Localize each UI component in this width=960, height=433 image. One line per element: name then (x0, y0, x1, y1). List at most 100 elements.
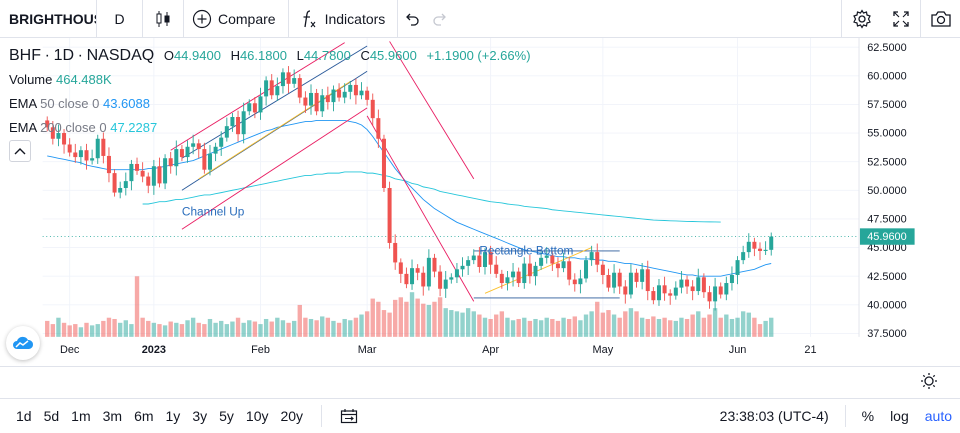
volume-bar (718, 317, 723, 337)
fullscreen-button[interactable] (881, 0, 920, 38)
chart-style-button[interactable] (143, 0, 183, 38)
candle-body (600, 264, 605, 276)
symbol-search[interactable]: BRIGHTHOUSE (9, 10, 96, 27)
volume-bar (381, 310, 387, 337)
range-button-10y[interactable]: 10y (245, 408, 269, 424)
range-button-5y[interactable]: 5y (219, 408, 234, 424)
candle-body (381, 138, 386, 188)
log-scale-toggle[interactable]: log (890, 407, 909, 424)
ema200-value: 47.2287 (110, 120, 158, 135)
range-button-3y[interactable]: 3y (192, 408, 208, 424)
volume-bar (522, 317, 527, 337)
legend-ema50-row: EMA 50 close 0 43.6088 (9, 92, 531, 116)
time-axis[interactable]: Dec 2023 Feb Mar Apr May Jun 21 (60, 344, 817, 356)
candle-body (241, 111, 246, 135)
range-button-1y[interactable]: 1y (165, 408, 181, 424)
candle-body (544, 255, 549, 258)
interval-button[interactable]: D (114, 10, 125, 27)
candle-body (482, 252, 487, 267)
indicators-button[interactable]: Indicators (289, 0, 398, 38)
candle-body (494, 264, 499, 274)
volume-bar (376, 301, 381, 337)
volume-bar (628, 308, 634, 337)
candle-body (67, 144, 72, 153)
volume-bar (538, 320, 544, 337)
price-axis[interactable]: 62.5000 60.0000 57.5000 55.0000 52.5000 50.00… (858, 38, 918, 340)
volume-bar (578, 320, 583, 337)
range-button-1d[interactable]: 1d (16, 408, 32, 424)
price-chart[interactable]: Channel Up Rectangle Bottom 62.5000 60.000… (0, 38, 960, 366)
candle-body (269, 80, 274, 96)
price-tick-label: 55.0000 (867, 128, 906, 140)
candle-body (309, 92, 314, 106)
clock-timezone[interactable]: 23:38:03 (UTC-4) (719, 407, 829, 424)
candle-body (634, 272, 639, 282)
auto-scale-toggle[interactable]: auto (924, 407, 952, 424)
candle-body (264, 80, 269, 97)
candle-body (707, 292, 712, 302)
ema50-params: 50 close 0 (40, 96, 100, 111)
volume-bar (89, 325, 95, 337)
range-button-20y[interactable]: 20y (280, 408, 304, 424)
range-button-5d[interactable]: 5d (43, 408, 60, 424)
candle-body (701, 277, 706, 293)
candle-body (325, 95, 330, 103)
legend-collapse-button[interactable] (9, 140, 31, 162)
volume-bar (510, 320, 516, 337)
candle-body (359, 90, 364, 96)
candle-body (645, 269, 650, 292)
time-tick-label: Apr (482, 344, 499, 356)
volume-bar (595, 301, 600, 337)
volume-bar (471, 311, 476, 337)
volume-bar (174, 322, 179, 337)
volume-bar (219, 320, 224, 337)
range-button-3m[interactable]: 3m (102, 408, 123, 424)
ema-200-polyline (142, 171, 721, 223)
range-button-6m[interactable]: 6m (134, 408, 154, 424)
candle-body (612, 272, 617, 288)
volume-bar (168, 321, 173, 337)
volume-bar (134, 276, 140, 337)
range-button-1m[interactable]: 1m (71, 408, 91, 424)
time-axis-divider (0, 366, 960, 367)
volume-bar (314, 320, 319, 337)
volume-bar (241, 322, 246, 337)
volume-bar (752, 317, 757, 337)
time-axis-settings-button[interactable] (919, 371, 939, 391)
candle-body (320, 95, 325, 112)
volume-bar (668, 320, 673, 337)
legend-dot: · (44, 47, 50, 64)
legend-interval: 1D (53, 47, 75, 64)
time-tick-label: 21 (804, 344, 816, 356)
candle-body (443, 279, 448, 289)
logo-button[interactable] (6, 326, 40, 360)
legend-low: L44.7800 (296, 48, 351, 63)
redo-button[interactable] (426, 0, 454, 38)
last-price-tag (859, 228, 915, 245)
candle-body (398, 262, 403, 274)
volume-bar (634, 311, 639, 337)
time-tick-label: Feb (251, 344, 270, 356)
compare-button[interactable]: Compare (184, 0, 288, 38)
candle-body (466, 260, 471, 266)
legend-ema200-row: EMA 200 close 0 47.2287 (9, 116, 531, 140)
snapshot-button[interactable] (921, 0, 960, 38)
candle-body (533, 265, 538, 277)
indicators-label: Indicators (324, 10, 386, 27)
candle-body (252, 103, 257, 113)
legend-volume-row: Volume 464.488K (9, 68, 531, 92)
candle-body (769, 236, 774, 250)
candle-body (140, 170, 145, 177)
volume-bar (50, 324, 56, 337)
percent-scale-toggle[interactable]: % (861, 407, 875, 424)
volume-bar (117, 322, 123, 337)
date-range-button[interactable] (334, 400, 364, 432)
volume-bar (370, 298, 375, 337)
volume-bar (707, 314, 712, 337)
undo-button[interactable] (398, 0, 426, 38)
volume-bar (247, 320, 252, 337)
volume-bar (61, 322, 67, 337)
settings-button[interactable] (842, 0, 881, 38)
volume-bar (651, 316, 656, 337)
candle-body (488, 252, 493, 265)
